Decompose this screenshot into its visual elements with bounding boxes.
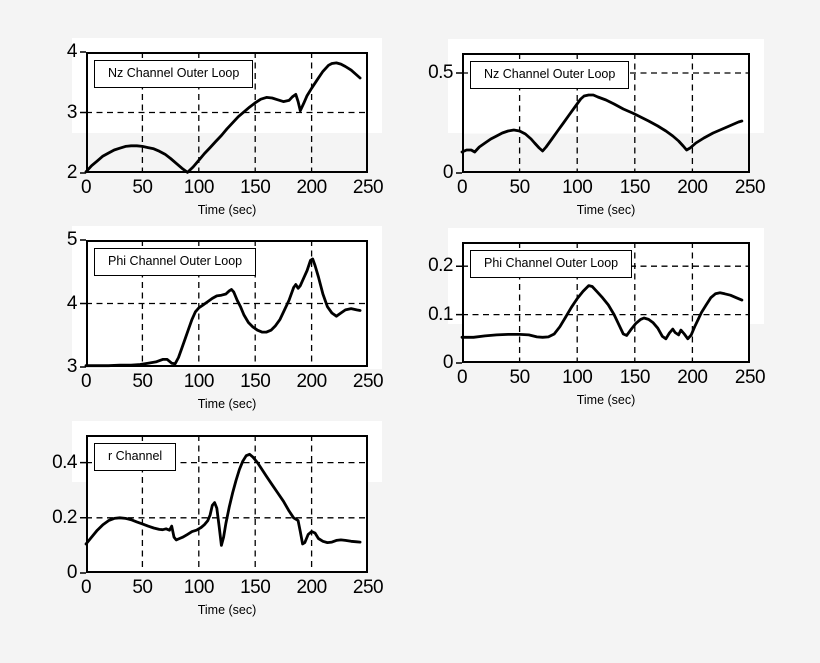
legend-box: Phi Channel Outer Loop [94,248,257,276]
x-tick-label: 200 [296,371,327,392]
x-tick-label: 100 [183,371,215,392]
legend-box: Nz Channel Outer Loop [94,60,254,88]
x-tick-label: 0 [80,177,92,198]
x-tick-label: 200 [296,177,327,198]
y-tick-marks [80,239,86,368]
x-tick-labels: 0 50 100 150 200 250 [81,367,384,393]
x-tick-labels: 0 50 100 150 200 250 [81,173,384,199]
axes-frame [462,53,750,173]
x-tick-label: 0 [80,577,92,598]
y-tick-label: 3 [66,356,78,377]
y-tick-labels: 0 0.5 [401,53,453,183]
x-tick-label: 150 [240,371,271,392]
y-tick-label: 0 [442,162,454,183]
y-tick-labels: 0 0.1 0.2 [401,242,453,373]
plot-phi-channel-outer-loop-left: Phi Channel Outer Loop 3 4 5 0 50 100 150 200 2… [67,226,384,411]
x-tick-label: 250 [352,177,384,198]
x-tick-label: 0 [456,367,468,388]
axes-frame [86,240,368,367]
x-axis-label: Time (sec) [197,203,257,217]
legend-label: Nz Channel Outer Loop [108,66,240,80]
axes-frame [86,435,368,573]
y-tick-labels: 3 4 5 [25,229,78,377]
data-curve [460,284,744,341]
x-axis-label: Time (sec) [197,397,257,411]
legend-box: Phi Channel Outer Loop [470,250,633,278]
legend-box: Nz Channel Outer Loop [470,61,630,89]
y-tick-label: 0.2 [428,255,453,277]
x-tick-label: 100 [183,177,215,198]
x-axis-label: Time (sec) [576,393,636,407]
x-tick-label: 150 [240,177,271,198]
x-tick-label: 50 [132,177,153,198]
x-tick-label: 250 [734,367,766,388]
y-tick-label: 0.2 [52,506,77,528]
x-tick-labels: 0 50 100 150 200 250 [81,573,384,599]
plot-nz-channel-outer-loop-right: Nz Channel Outer Loop 0 0.5 0 50 100 150 200 2… [428,39,766,217]
axes [80,435,368,574]
x-tick-label: 50 [132,371,153,392]
data-curve [84,257,362,368]
axes-frame [86,52,368,173]
axes [456,53,750,174]
x-tick-label: 200 [677,367,708,388]
x-tick-label: 50 [132,577,153,598]
x-tick-label: 250 [352,577,384,598]
axes [80,239,368,368]
x-tick-labels: 0 50 100 150 200 250 [457,173,766,199]
x-tick-label: 200 [677,177,708,198]
y-tick-label: 3 [66,101,78,123]
grid-lines [86,240,368,367]
x-tick-label: 0 [80,371,92,392]
grid-lines [86,435,368,573]
plot-r-channel: r Channel 0 0.2 0.4 0 50 100 150 200 250 Time (… [52,421,384,617]
y-tick-label: 4 [66,292,78,314]
axes [80,51,368,174]
axes-frame [462,242,750,363]
x-tick-label: 250 [352,371,384,392]
legend-box: r Channel [94,443,177,471]
x-tick-label: 200 [296,577,327,598]
x-tick-label: 150 [240,577,271,598]
y-tick-label: 0.1 [428,303,453,325]
x-tick-label: 100 [183,577,215,598]
legend-label: Phi Channel Outer Loop [108,254,243,268]
plot-nz-channel-outer-loop-left: Nz Channel Outer Loop 2 3 4 0 50 100 150 200 25… [67,38,384,217]
x-axis-label: Time (sec) [197,603,257,617]
x-tick-label: 100 [562,177,593,198]
y-tick-label: 4 [66,41,78,62]
x-tick-label: 50 [509,177,531,198]
axes [456,242,750,364]
y-tick-label: 0.4 [52,451,77,473]
data-curve [84,61,362,174]
plot-phi-channel-outer-loop-right: Phi Channel Outer Loop 0 0.1 0.2 0 50 100 150… [428,228,766,407]
legend-label: r Channel [108,449,163,463]
y-tick-marks [80,51,86,174]
x-tick-label: 150 [619,367,651,388]
y-tick-labels: 0 0.2 0.4 [25,435,77,583]
x-tick-label: 150 [619,177,651,198]
data-curve [460,93,744,154]
y-tick-label: 2 [66,162,78,183]
grid-lines [86,52,368,173]
legend-label: Nz Channel Outer Loop [484,67,616,81]
legend-label: Phi Channel Outer Loop [484,256,619,270]
x-tick-label: 250 [734,177,766,198]
y-tick-label: 0 [66,562,78,583]
y-tick-marks [80,461,86,574]
y-tick-marks [456,72,462,174]
x-tick-labels: 0 50 100 150 200 250 [457,363,766,389]
y-tick-label: 0 [442,352,454,373]
x-tick-label: 50 [509,367,531,388]
y-tick-label: 0.5 [428,62,453,83]
y-tick-marks [456,265,462,364]
x-tick-label: 100 [562,367,593,388]
x-tick-label: 0 [456,177,468,198]
y-tick-labels: 2 3 4 [25,41,78,183]
data-curve [84,452,362,547]
y-tick-label: 5 [66,229,78,250]
x-axis-label: Time (sec) [576,203,636,217]
